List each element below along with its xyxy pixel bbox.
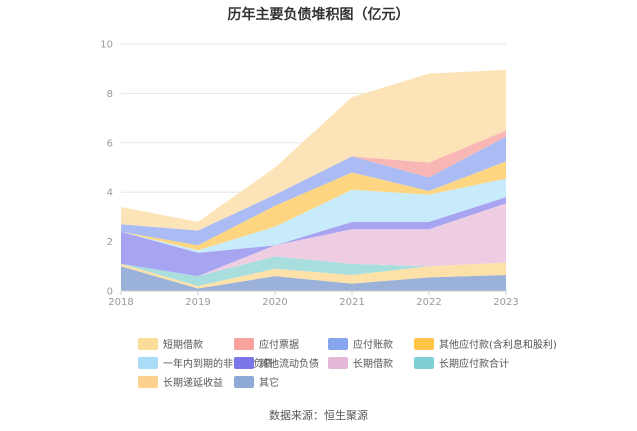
chart-title: 历年主要负债堆积图（亿元） xyxy=(227,7,410,23)
legend-swatch xyxy=(138,375,158,388)
series-area xyxy=(121,178,506,253)
legend-label: 长期应付款合计 xyxy=(439,359,509,370)
legend-label: 长期借款 xyxy=(353,359,393,370)
legend-item[interactable]: 短期借款 xyxy=(138,336,203,351)
legend-label: 其他应付款(含利息和股利) xyxy=(439,340,557,351)
legend-label: 一年内到期的非流动负债 xyxy=(163,359,273,370)
legend-item[interactable]: 其他流动负债 xyxy=(234,355,319,370)
source-note: 数据来源：恒生聚源 xyxy=(269,409,368,422)
y-tick-label: 6 xyxy=(107,138,113,149)
legend-swatch xyxy=(138,337,158,350)
legend-label: 应付账款 xyxy=(353,340,393,351)
legend-item[interactable]: 一年内到期的非流动负债 xyxy=(138,355,273,370)
x-tick-label: 2023 xyxy=(493,297,518,308)
legend-label: 短期借款 xyxy=(163,340,203,351)
x-tick-label: 2020 xyxy=(262,297,287,308)
legend-label: 其它 xyxy=(259,378,279,389)
y-tick-label: 2 xyxy=(107,237,113,248)
y-tick-label: 0 xyxy=(107,287,113,298)
series-area xyxy=(121,203,506,277)
y-tick-label: 4 xyxy=(107,188,113,199)
legend-label: 应付票据 xyxy=(259,340,299,351)
legend-swatch xyxy=(234,375,254,388)
legend-label: 长期递延收益 xyxy=(163,378,223,389)
legend-swatch xyxy=(414,337,434,350)
legend-swatch xyxy=(328,356,348,369)
y-tick-label: 8 xyxy=(107,89,113,100)
legend-label: 其他流动负债 xyxy=(259,359,319,370)
legend-swatch xyxy=(328,337,348,350)
series-area xyxy=(121,197,506,277)
legend-swatch xyxy=(234,337,254,350)
x-tick-label: 2021 xyxy=(339,297,364,308)
area-layer xyxy=(121,69,506,291)
x-tick-label: 2019 xyxy=(185,297,210,308)
legend-item[interactable]: 长期应付款合计 xyxy=(414,355,509,370)
series-area xyxy=(121,69,506,231)
x-tick-label: 2022 xyxy=(416,297,441,308)
legend-item[interactable]: 应付账款 xyxy=(328,336,393,351)
series-area xyxy=(121,161,506,251)
series-area xyxy=(121,136,506,246)
legend-item[interactable]: 长期借款 xyxy=(328,355,393,370)
series-area xyxy=(121,266,506,291)
series-area xyxy=(121,256,506,287)
legend-item[interactable]: 其它 xyxy=(234,374,279,389)
axis-layer: 0 2 4 6 8 10 2018 2019 2020 2021 2022 2023 xyxy=(100,40,518,309)
legend-swatch xyxy=(138,356,158,369)
legend-swatch xyxy=(414,356,434,369)
legend-item[interactable]: 应付票据 xyxy=(234,336,299,351)
x-tick-label: 2018 xyxy=(108,297,133,308)
legend-item[interactable]: 其他应付款(含利息和股利) xyxy=(414,336,557,351)
series-area xyxy=(121,262,506,289)
y-tick-label: 10 xyxy=(100,40,113,51)
legend-swatch xyxy=(234,356,254,369)
legend-item[interactable]: 长期递延收益 xyxy=(138,374,223,389)
